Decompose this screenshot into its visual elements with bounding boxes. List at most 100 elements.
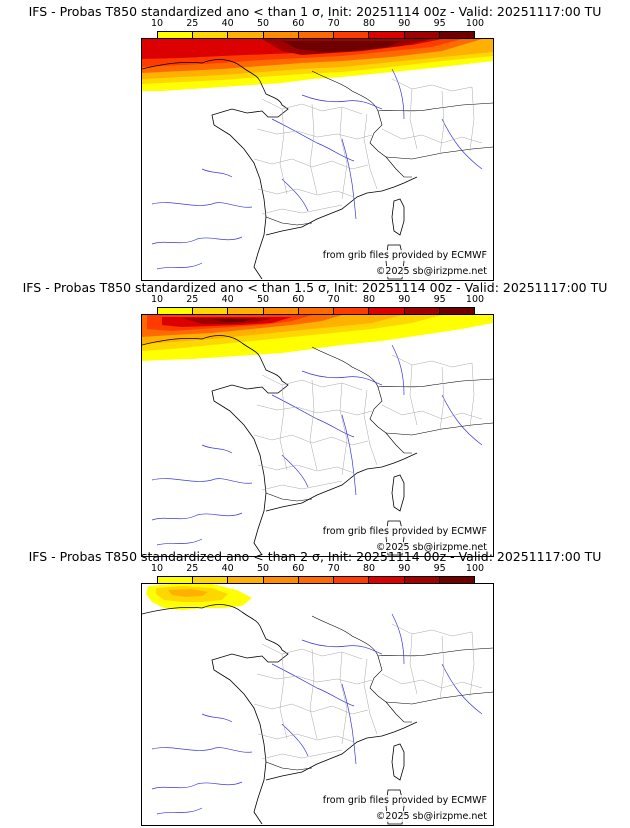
- colorbar-swatch: [263, 32, 299, 38]
- colorbar-swatch: [263, 308, 299, 314]
- colorbar-swatch: [228, 32, 264, 38]
- coastline: [142, 59, 289, 280]
- copyright-credit: ©2025 sb@irizpme.net: [375, 811, 487, 822]
- copyright-credit: ©2025 sb@irizpme.net: [375, 542, 487, 553]
- colorbar-label: 70: [327, 294, 340, 305]
- colorbar-label: 70: [327, 18, 340, 29]
- colorbar: 10 25 40 50 60 70 80 90 95 100: [151, 18, 484, 52]
- sardinia: [385, 520, 405, 556]
- source-credit: from grib files provided by ECMWF: [322, 526, 487, 537]
- colorbar-swatch: [298, 577, 335, 583]
- colorbar-label: 90: [398, 18, 411, 29]
- colorbar-label: 50: [256, 294, 270, 305]
- country-border: [265, 216, 313, 226]
- colorbar-label: 80: [362, 18, 376, 29]
- colorbar-swatch: [334, 577, 370, 583]
- map-panel-2: IFS - Probas T850 standardized ano < tha…: [0, 280, 630, 557]
- country-border: [311, 346, 412, 454]
- colorbar-swatch: [298, 32, 335, 38]
- admin-boundaries: [253, 354, 483, 491]
- colorbar-swatch: [439, 308, 474, 314]
- colorbar-swatch: [369, 32, 405, 38]
- colorbar-swatch: [158, 32, 194, 38]
- colorbar-swatch: [404, 32, 440, 38]
- map-canvas: [142, 39, 493, 280]
- colorbar-label: 70: [327, 563, 340, 574]
- colorbar-label: 60: [292, 294, 305, 305]
- colorbar-label: 100: [465, 294, 485, 305]
- rivers: [151, 68, 483, 270]
- colorbar-swatch: [334, 308, 370, 314]
- probability-map: from grib files provided by ECMWF ©2025 …: [141, 38, 494, 281]
- coastline: [142, 335, 289, 556]
- colorbar-swatch: [369, 308, 405, 314]
- colorbar-label: 95: [433, 18, 446, 29]
- country-border: [311, 615, 412, 723]
- probability-map: from grib files provided by ECMWF ©2025 …: [141, 314, 494, 557]
- country-border: [265, 492, 313, 502]
- country-border: [377, 647, 493, 657]
- corsica: [391, 474, 405, 512]
- country-border: [311, 70, 412, 178]
- country-border: [265, 761, 313, 771]
- colorbar-swatch: [228, 577, 264, 583]
- colorbar-label: 100: [465, 563, 485, 574]
- colorbar-swatch: [334, 32, 370, 38]
- colorbar-label: 95: [433, 294, 446, 305]
- colorbar-label: 25: [186, 563, 199, 574]
- sardinia: [385, 789, 405, 825]
- colorbar-label: 10: [150, 294, 164, 305]
- colorbar-swatch: [439, 32, 474, 38]
- colorbar-swatch: [439, 577, 474, 583]
- colorbar-label: 10: [150, 18, 164, 29]
- colorbar-label: 80: [362, 563, 376, 574]
- source-credit: from grib files provided by ECMWF: [322, 795, 487, 806]
- country-border: [385, 691, 493, 705]
- map-canvas: [142, 584, 493, 825]
- country-border: [385, 422, 493, 436]
- colorbar-label: 50: [256, 18, 270, 29]
- colorbar-swatch: [158, 577, 194, 583]
- panel-title: IFS - Probas T850 standardized ano < tha…: [22, 280, 608, 295]
- map-canvas: [142, 315, 493, 556]
- rivers: [151, 344, 483, 546]
- panel-title: IFS - Probas T850 standardized ano < tha…: [28, 549, 602, 564]
- colorbar-swatch: [193, 308, 229, 314]
- colorbar-label: 100: [465, 18, 485, 29]
- rivers: [151, 613, 483, 815]
- colorbar-label: 40: [221, 294, 234, 305]
- colorbar-swatch: [404, 308, 440, 314]
- colorbar-labels: 10 25 40 50 60 70 80 90 95 100: [151, 563, 484, 575]
- probability-map: from grib files provided by ECMWF ©2025 …: [141, 583, 494, 826]
- prob-shade-95: [282, 41, 402, 52]
- country-border: [385, 146, 493, 160]
- country-border: [377, 378, 493, 388]
- colorbar-label: 60: [292, 18, 305, 29]
- source-credit: from grib files provided by ECMWF: [322, 250, 487, 261]
- colorbar-label: 50: [256, 563, 270, 574]
- colorbar-swatch: [298, 308, 335, 314]
- prob-shade-40: [168, 589, 208, 597]
- corsica: [391, 743, 405, 781]
- colorbar-label: 40: [221, 18, 234, 29]
- colorbar: 10 25 40 50 60 70 80 90 95 100: [151, 563, 484, 597]
- map-panel-3: IFS - Probas T850 standardized ano < tha…: [0, 549, 630, 826]
- prob-shade-95: [212, 319, 252, 322]
- copyright-credit: ©2025 sb@irizpme.net: [375, 266, 487, 277]
- colorbar-label: 10: [150, 563, 164, 574]
- colorbar-labels: 10 25 40 50 60 70 80 90 95 100: [151, 294, 484, 306]
- colorbar-label: 80: [362, 294, 376, 305]
- colorbar-swatch: [193, 577, 229, 583]
- colorbar-swatch: [228, 308, 264, 314]
- mediterranean-coast: [265, 452, 418, 512]
- colorbar-label: 60: [292, 563, 305, 574]
- map-panel-1: IFS - Probas T850 standardized ano < tha…: [0, 4, 630, 281]
- colorbar-label: 40: [221, 563, 234, 574]
- colorbar-label: 90: [398, 294, 411, 305]
- colorbar-swatch: [193, 32, 229, 38]
- panel-title: IFS - Probas T850 standardized ano < tha…: [28, 4, 602, 19]
- admin-boundaries: [253, 78, 483, 215]
- corsica: [391, 198, 405, 236]
- colorbar-swatch: [158, 308, 194, 314]
- colorbar-label: 90: [398, 563, 411, 574]
